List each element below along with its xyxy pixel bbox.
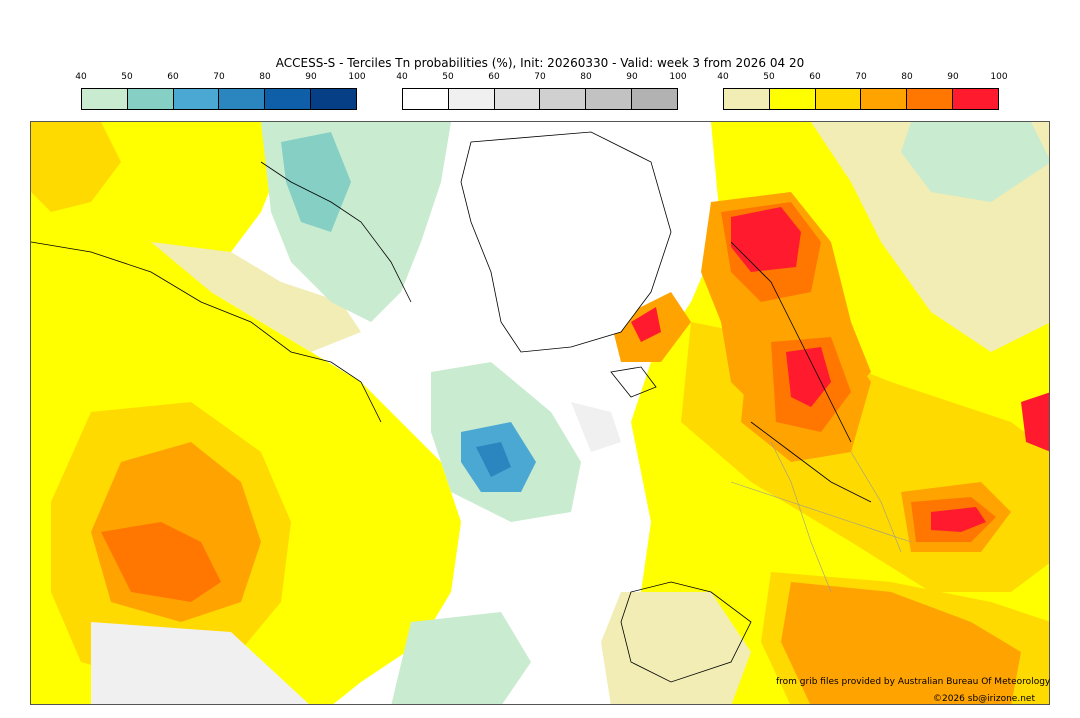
region-near-grey-south <box>91 622 309 704</box>
country-borders <box>730 441 912 593</box>
legend-tick-label: 40 <box>396 72 408 82</box>
legend-swatch <box>82 89 128 109</box>
region-below-green-south <box>391 612 531 704</box>
legend-swatch <box>173 89 220 109</box>
region-below-green-arctic <box>901 122 1049 202</box>
legend-swatch <box>403 89 449 109</box>
legend-tick-label: 70 <box>213 72 225 82</box>
region-below-teal-canada <box>281 132 351 232</box>
legend-near-normal: 40 50 60 70 80 90 100 <box>396 72 687 112</box>
legend-swatch <box>448 89 495 109</box>
legend-tick-label: 60 <box>809 72 821 82</box>
legend-tick-label: 60 <box>488 72 500 82</box>
legend-tick-label: 100 <box>990 72 1008 82</box>
legend-color-bar <box>402 88 678 110</box>
legend-swatch <box>632 89 677 109</box>
legend-tick-label: 80 <box>259 72 271 82</box>
legend-swatch <box>586 89 633 109</box>
legend-swatch <box>724 89 770 109</box>
legend-tick-label: 90 <box>947 72 959 82</box>
legend-tick-label: 80 <box>901 72 913 82</box>
region-above-red-iceland <box>631 307 661 342</box>
region-above-red-ukraine <box>931 507 986 532</box>
legend-ticks: 40 50 60 70 80 90 100 <box>717 72 1007 86</box>
legend-tick-label: 90 <box>626 72 638 82</box>
legend-tick-label: 50 <box>121 72 133 82</box>
copyright-credit: ©2026 sb@irizone.net <box>933 694 1035 704</box>
legend-tick-label: 70 <box>534 72 546 82</box>
legend-tick-label: 50 <box>763 72 775 82</box>
region-above-darkorange-med <box>781 582 1021 704</box>
legend-tick-label: 100 <box>669 72 687 82</box>
legend-swatch <box>907 89 954 109</box>
region-above-pale-sw <box>601 592 751 704</box>
region-above-orange-west-north <box>31 122 121 212</box>
region-above-red-caspian <box>1021 392 1049 452</box>
legend-tick-label: 40 <box>717 72 729 82</box>
legend-tick-label: 90 <box>305 72 317 82</box>
legend-ticks: 40 50 60 70 80 90 100 <box>75 72 365 86</box>
legend-swatch <box>815 89 862 109</box>
legend-tick-label: 100 <box>348 72 366 82</box>
legend-swatch <box>953 89 998 109</box>
region-above-deeporange-atlantic <box>101 522 221 602</box>
legend-tick-label: 40 <box>75 72 87 82</box>
coastlines <box>31 161 872 683</box>
legend-ticks: 40 50 60 70 80 90 100 <box>396 72 686 86</box>
region-above-red-sweden <box>786 347 831 407</box>
legend-color-bar <box>723 88 999 110</box>
legend-swatch <box>769 89 816 109</box>
data-source-credit: from grib files provided by Australian B… <box>776 677 1051 687</box>
legend-tick-label: 60 <box>167 72 179 82</box>
region-below-blue-atlantic <box>476 442 511 477</box>
legend-tick-label: 50 <box>442 72 454 82</box>
region-near-grey-atlantic <box>571 402 621 452</box>
region-above-pale-west <box>151 242 361 352</box>
legend-swatch <box>311 89 356 109</box>
legend-tick-label: 70 <box>855 72 867 82</box>
legend-tick-label: 80 <box>580 72 592 82</box>
greenland-land <box>460 131 672 353</box>
legend-swatch <box>494 89 541 109</box>
map-title: ACCESS-S - Terciles Tn probabilities (%)… <box>275 56 805 70</box>
legend-swatch <box>127 89 174 109</box>
legend-swatch <box>219 89 266 109</box>
legend-above-normal: 40 50 60 70 80 90 100 <box>717 72 1008 112</box>
legend-color-bar <box>81 88 357 110</box>
legend-swatch <box>861 89 908 109</box>
legend-swatch <box>540 89 587 109</box>
legend-swatch <box>265 89 312 109</box>
region-above-red-norway <box>731 207 801 272</box>
probability-map <box>30 121 1050 705</box>
legend-below-normal: 40 50 60 70 80 90 100 <box>75 72 366 112</box>
map-canvas <box>31 122 1049 704</box>
